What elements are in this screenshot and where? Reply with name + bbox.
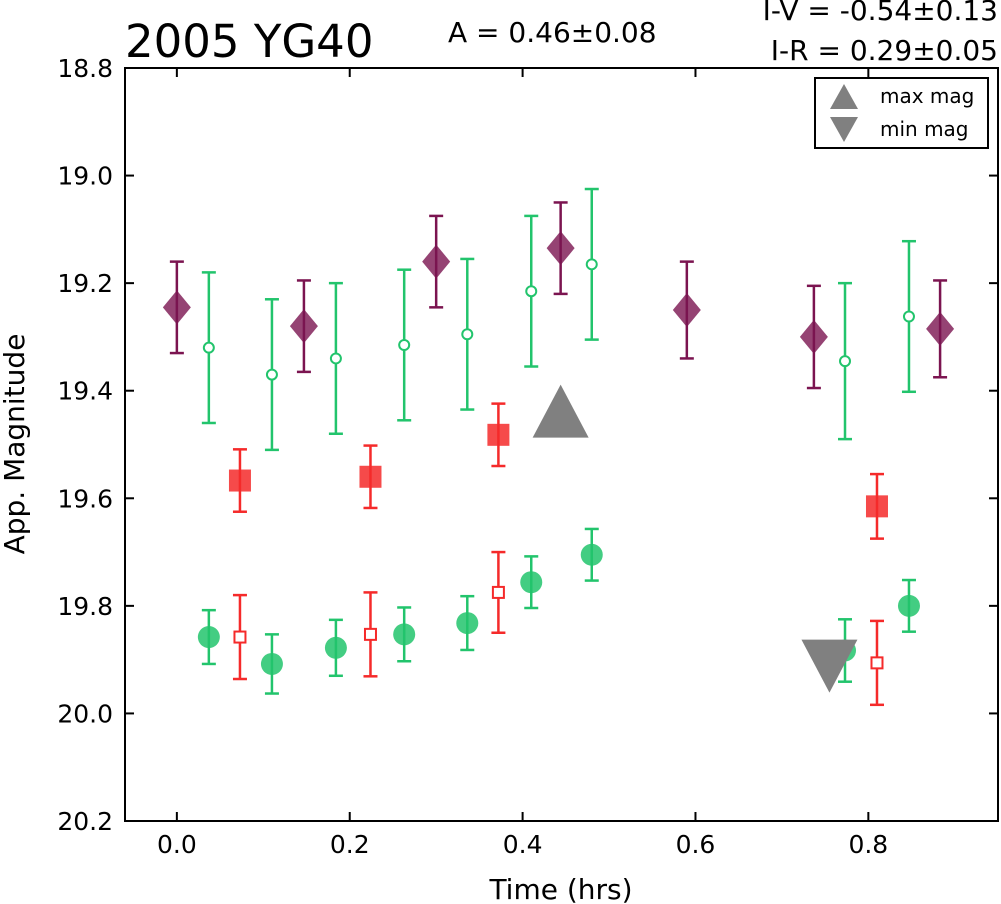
y-tick-label: 20.2 — [57, 807, 113, 836]
legend-min-mag-marker — [830, 117, 858, 142]
filled-square-point — [359, 465, 382, 488]
data-marks — [162, 187, 955, 707]
x-tick-label: 0.2 — [330, 830, 370, 859]
x-tick-label: 0.8 — [848, 830, 888, 859]
chart-title: 2005 YG40 — [125, 15, 373, 68]
open-square-point — [363, 627, 377, 641]
open-circle-point — [202, 341, 215, 354]
color-index-ir: I-R = 0.29±0.05 — [771, 34, 998, 67]
open-circle-point — [525, 285, 538, 298]
x-axis-label: Time (hrs) — [488, 873, 632, 904]
filled-circle-point — [393, 623, 416, 646]
diamond-point — [799, 319, 828, 354]
x-tick-label: 0.4 — [503, 830, 543, 859]
plot-background — [125, 68, 998, 821]
color-index-iv: I-V = -0.54±0.13 — [763, 0, 998, 27]
diamond-point — [162, 290, 191, 325]
open-square-point — [233, 630, 247, 644]
open-circle-point — [329, 352, 342, 365]
y-tick-label: 19.4 — [57, 377, 113, 406]
open-square-point — [870, 656, 884, 670]
y-tick-label: 19.2 — [57, 269, 113, 298]
filled-circle-point — [897, 594, 920, 617]
open-square-point — [491, 585, 505, 599]
open-circle-point — [461, 328, 474, 341]
max-mag-marker — [532, 384, 589, 438]
x-tick-label: 0.0 — [157, 830, 197, 859]
diamond-point — [926, 311, 955, 346]
filled-circle-point — [520, 571, 543, 594]
filled-square-point — [487, 423, 510, 446]
filled-circle-point — [324, 636, 347, 659]
diamond-point — [289, 309, 318, 344]
amplitude-label: A = 0.46±0.08 — [448, 16, 657, 49]
open-circle-point — [398, 338, 411, 351]
diamond-point — [422, 244, 451, 279]
filled-circle-point — [197, 626, 220, 649]
legend-max-mag-marker — [830, 84, 858, 109]
legend-max-mag-label: max mag — [880, 84, 974, 108]
filled-circle-point — [260, 652, 283, 675]
filled-square-point — [228, 469, 251, 492]
y-tick-label: 20.0 — [57, 699, 113, 728]
filled-square-point — [865, 495, 888, 518]
open-circle-point — [839, 355, 852, 368]
open-circle-point — [585, 258, 598, 271]
y-tick-label: 19.6 — [57, 484, 113, 513]
y-tick-label: 18.8 — [57, 54, 113, 83]
y-axis-label: App. Magnitude — [0, 334, 31, 555]
x-tick-label: 0.6 — [676, 830, 716, 859]
diamond-point — [546, 231, 575, 266]
filled-circle-point — [580, 543, 603, 566]
legend: max mag min mag — [814, 77, 989, 149]
y-tick-label: 19.0 — [57, 162, 113, 191]
y-tick-label: 19.8 — [57, 592, 113, 621]
open-circle-point — [265, 368, 278, 381]
open-circle-point — [902, 310, 915, 323]
min-mag-marker — [801, 639, 858, 693]
legend-min-mag-label: min mag — [880, 117, 969, 141]
diamond-point — [672, 293, 701, 328]
plot-frame — [124, 67, 999, 822]
filled-circle-point — [456, 612, 479, 635]
axis-ticks: 0.0 0.2 0.4 0.6 0.8 18.8 19.0 19.2 19.4 19.6 19.8 2… — [57, 54, 998, 859]
